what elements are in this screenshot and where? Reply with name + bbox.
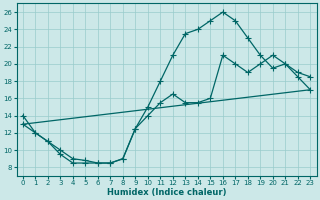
X-axis label: Humidex (Indice chaleur): Humidex (Indice chaleur): [107, 188, 226, 197]
